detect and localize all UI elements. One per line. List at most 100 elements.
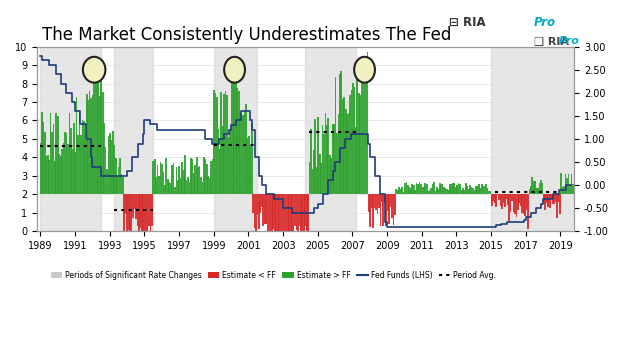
Bar xyxy=(223,94,225,194)
Bar xyxy=(381,194,383,202)
Bar xyxy=(270,194,271,241)
Bar xyxy=(517,194,519,210)
Bar xyxy=(250,146,251,194)
Text: Pro: Pro xyxy=(558,36,580,46)
Bar xyxy=(419,182,421,194)
Bar xyxy=(509,194,510,221)
Bar xyxy=(212,159,213,194)
Bar xyxy=(568,174,569,194)
Bar xyxy=(442,185,444,194)
Bar xyxy=(118,167,119,194)
Bar xyxy=(147,194,149,241)
Bar xyxy=(540,180,542,194)
Bar xyxy=(301,194,303,241)
Bar xyxy=(71,149,73,194)
Bar xyxy=(137,194,139,226)
Bar xyxy=(190,158,192,194)
Bar xyxy=(430,188,432,194)
Bar xyxy=(243,111,245,194)
Bar xyxy=(355,127,357,194)
Bar xyxy=(125,194,127,213)
Bar xyxy=(377,194,378,214)
Bar xyxy=(251,123,253,194)
Bar xyxy=(256,194,258,215)
Bar xyxy=(375,194,377,210)
Bar xyxy=(453,183,455,194)
Bar xyxy=(90,98,92,194)
Bar xyxy=(330,158,332,194)
Bar xyxy=(314,119,316,194)
Bar xyxy=(306,194,308,241)
Bar xyxy=(294,194,296,226)
Bar xyxy=(489,191,491,194)
Bar xyxy=(546,194,548,203)
Bar xyxy=(69,112,71,194)
Bar xyxy=(543,194,545,202)
Bar xyxy=(495,194,497,207)
Bar xyxy=(502,194,504,202)
Ellipse shape xyxy=(354,57,375,82)
Bar xyxy=(556,194,558,218)
Bar xyxy=(492,194,494,201)
Bar xyxy=(322,125,323,194)
Bar xyxy=(228,137,230,194)
Bar xyxy=(158,176,160,194)
Bar xyxy=(152,161,154,194)
Bar xyxy=(565,175,567,194)
Bar xyxy=(180,178,182,194)
Bar xyxy=(549,194,550,208)
Bar xyxy=(83,121,85,194)
Bar xyxy=(96,68,98,194)
Bar xyxy=(386,194,387,226)
Bar xyxy=(95,67,96,194)
Bar xyxy=(378,194,380,208)
Bar xyxy=(500,194,501,206)
Bar xyxy=(161,165,163,194)
Bar xyxy=(128,194,130,230)
Bar xyxy=(203,157,205,194)
Bar xyxy=(361,56,363,194)
Bar xyxy=(384,194,386,203)
Bar xyxy=(170,183,172,194)
Bar xyxy=(39,143,41,194)
Bar xyxy=(452,183,454,194)
Bar xyxy=(501,194,503,209)
Bar xyxy=(305,194,306,226)
Bar xyxy=(239,113,241,194)
Bar xyxy=(200,177,202,194)
Bar xyxy=(465,183,467,194)
Bar xyxy=(371,194,373,208)
Bar xyxy=(356,62,358,194)
Bar xyxy=(527,194,529,229)
Bar xyxy=(339,74,341,194)
Bar xyxy=(229,129,231,194)
Bar xyxy=(74,152,76,194)
Bar xyxy=(539,183,540,194)
Bar xyxy=(66,133,67,194)
Bar xyxy=(461,190,462,194)
Bar xyxy=(413,185,414,194)
Bar xyxy=(135,194,137,219)
Bar xyxy=(416,183,417,194)
Bar xyxy=(187,177,189,194)
Bar xyxy=(451,184,452,194)
Bar xyxy=(218,129,219,194)
Bar xyxy=(420,184,422,194)
Bar xyxy=(459,184,461,194)
Bar xyxy=(481,184,482,194)
Bar xyxy=(235,66,236,194)
Bar xyxy=(513,194,514,212)
Bar xyxy=(341,71,342,194)
Bar xyxy=(324,112,326,194)
Bar xyxy=(280,194,281,241)
Bar xyxy=(291,194,293,238)
Bar xyxy=(165,158,167,194)
Bar xyxy=(47,155,49,194)
Bar xyxy=(537,188,539,194)
Bar xyxy=(316,167,318,194)
Bar xyxy=(553,194,555,203)
Bar xyxy=(59,154,60,194)
Bar xyxy=(122,176,124,194)
Bar xyxy=(167,178,168,194)
Bar xyxy=(497,194,499,195)
